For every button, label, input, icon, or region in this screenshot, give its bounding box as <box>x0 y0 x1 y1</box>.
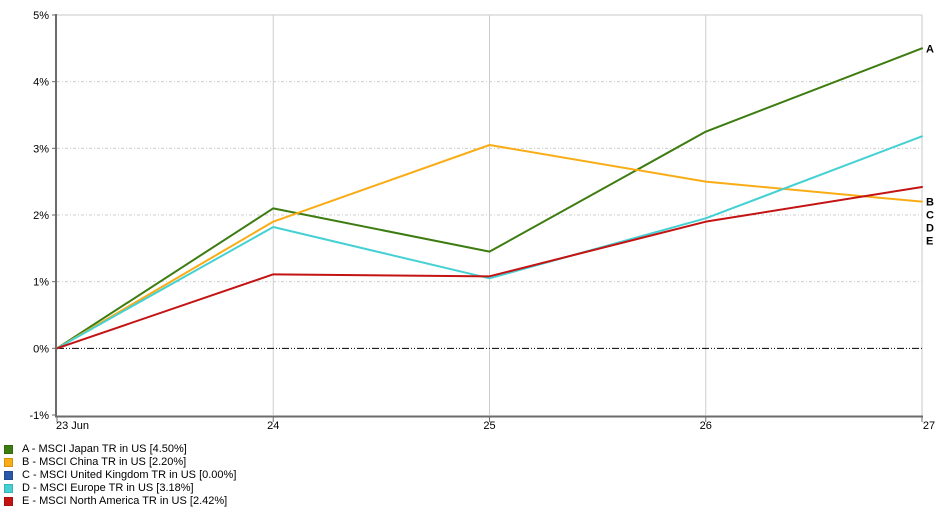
legend-item-D: D - MSCI Europe TR in US [3.18%] <box>4 482 236 495</box>
x-tick-label: 23 Jun <box>56 420 89 432</box>
series-line-B <box>56 144 923 350</box>
legend-label: A - MSCI Japan TR in US [4.50%] <box>22 443 187 455</box>
x-tick-label: 27 <box>923 420 935 432</box>
legend-label: E - MSCI North America TR in US [2.42%] <box>22 495 228 507</box>
y-tick-label: 0% <box>33 343 49 355</box>
y-tick-label: 3% <box>33 143 49 155</box>
legend-item-B: B - MSCI China TR in US [2.20%] <box>4 456 236 469</box>
series-end-letter-C: C <box>926 210 934 222</box>
y-tick-label: 2% <box>33 210 49 222</box>
legend: A - MSCI Japan TR in US [4.50%] B - MSCI … <box>4 443 236 508</box>
series-end-letter-B: B <box>926 197 934 209</box>
y-tick-label: 4% <box>33 77 49 89</box>
x-tick-label: 24 <box>267 420 279 432</box>
legend-label: C - MSCI United Kingdom TR in US [0.00%] <box>22 469 237 481</box>
y-tick-label: -1% <box>29 410 49 422</box>
legend-swatch-A <box>4 445 13 454</box>
legend-item-C: C - MSCI United Kingdom TR in US [0.00%] <box>4 469 236 482</box>
series-end-letter-A: A <box>926 43 934 55</box>
legend-label: B - MSCI China TR in US [2.20%] <box>22 456 187 468</box>
series-end-letter-D: D <box>926 223 934 235</box>
series-end-letter-E: E <box>926 236 933 248</box>
legend-swatch-B <box>4 458 13 467</box>
legend-swatch-C <box>4 471 13 480</box>
series-line-D <box>56 135 923 350</box>
series-line-E <box>56 186 923 350</box>
legend-item-A: A - MSCI Japan TR in US [4.50%] <box>4 443 236 456</box>
x-tick-label: 26 <box>700 420 712 432</box>
legend-label: D - MSCI Europe TR in US [3.18%] <box>22 482 194 494</box>
legend-swatch-D <box>4 484 13 493</box>
y-tick-label: 1% <box>33 277 49 289</box>
y-tick-label: 5% <box>33 10 49 22</box>
series-line-A <box>56 47 923 350</box>
legend-swatch-E <box>4 497 13 506</box>
x-tick-label: 25 <box>483 420 495 432</box>
legend-item-E: E - MSCI North America TR in US [2.42%] <box>4 495 236 508</box>
